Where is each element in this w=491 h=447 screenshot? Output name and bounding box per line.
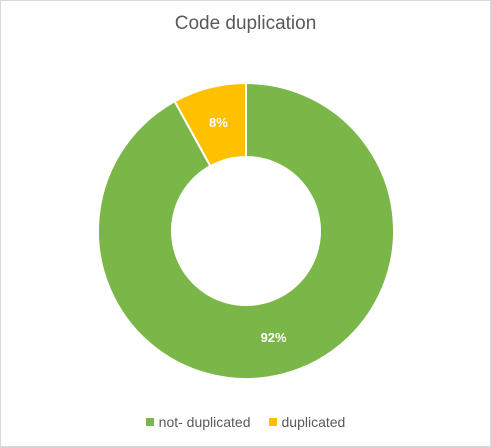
chart-legend: not- duplicated duplicated (1, 414, 490, 430)
legend-label-not-duplicated: not- duplicated (158, 414, 251, 430)
legend-swatch-duplicated (268, 418, 277, 426)
legend-item-duplicated: duplicated (268, 414, 346, 430)
chart-title: Code duplication (174, 13, 317, 34)
slice-duplicated (173, 81, 247, 168)
legend-label-duplicated: duplicated (281, 414, 346, 430)
legend-item-not-duplicated: not- duplicated (145, 414, 251, 430)
data-label-not-duplicated: 92% (261, 330, 287, 345)
legend-swatch-not-duplicated (145, 418, 154, 426)
data-label-duplicated: 8% (209, 115, 228, 130)
slice-not-duplicated (97, 81, 395, 380)
